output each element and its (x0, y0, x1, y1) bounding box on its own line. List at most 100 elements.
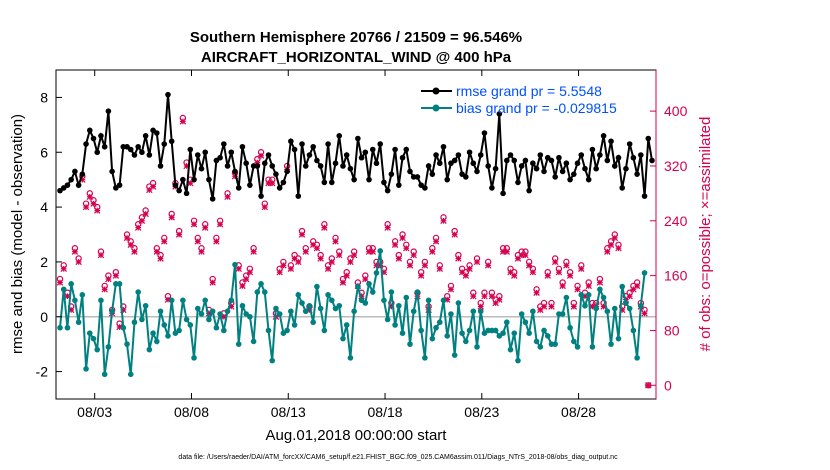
bias-point (623, 300, 629, 306)
rmse-point (172, 182, 179, 188)
bias-point (466, 327, 473, 334)
rmse-point (597, 152, 603, 158)
rmse-point (101, 143, 108, 150)
rmse-point (530, 160, 536, 167)
rmse-point (500, 190, 506, 197)
y-axis-left-ticks: -2 0 2 4 6 8 (36, 89, 62, 380)
rmse-point (600, 133, 607, 139)
obs-assimilated-point (462, 272, 470, 279)
obs-assimilated-point (269, 179, 276, 187)
bias-point (459, 330, 465, 337)
rmse-point (496, 111, 503, 117)
rmse-point (254, 163, 261, 169)
chart-title: Southern Hemisphere 20766 / 21509 = 96.5… (190, 29, 522, 46)
bias-point (265, 327, 272, 334)
rmse-point (541, 168, 547, 175)
bias-point (198, 311, 205, 317)
bias-point (369, 289, 376, 295)
x-tick-label: 08/23 (464, 404, 499, 420)
bias-point (381, 297, 387, 304)
bias-point (72, 297, 78, 304)
obs-assimilated-point (302, 248, 309, 255)
bias-point (589, 344, 596, 350)
obs-assimilated-point (123, 234, 131, 242)
obs-assimilated-point (257, 152, 265, 159)
bias-point (503, 319, 510, 326)
rmse-point (414, 174, 421, 180)
rmse-point (94, 149, 101, 156)
rmse-point (258, 193, 264, 199)
rmse-point (161, 141, 168, 147)
rmse-point (381, 179, 387, 186)
obs-assimilated-point (645, 382, 652, 389)
obs-assimilated-point (105, 275, 112, 283)
bias-point (492, 327, 499, 334)
rmse-point (645, 135, 652, 142)
obs-assimilated-point (633, 282, 641, 290)
rmse-point (209, 196, 216, 202)
rmse-point (295, 193, 302, 199)
y-left-tick-label: 4 (40, 199, 48, 215)
rmse-point (593, 165, 599, 172)
bias-point (377, 248, 384, 254)
obs-assimilated-point (261, 203, 269, 211)
bias-point (150, 330, 156, 337)
bias-point (455, 300, 462, 306)
bias-point (582, 302, 588, 309)
obs-assimilated-point (607, 241, 615, 249)
rmse-point (306, 152, 313, 158)
obs-assimilated-point (503, 248, 511, 255)
bias-point (396, 302, 402, 309)
rmse-point (127, 146, 134, 153)
obs-assimilated-point (436, 265, 443, 272)
rmse-point (444, 176, 451, 183)
rmse-point (429, 171, 436, 177)
bias-point (191, 355, 197, 361)
bias-point (124, 341, 130, 347)
obs-assimilated-point (190, 220, 198, 228)
data-file-footer: data file: /Users/raeder/DAI/ATM_forcXX/… (178, 454, 618, 461)
rmse-point (638, 152, 644, 158)
bias-point (306, 302, 313, 309)
rmse-point (585, 176, 592, 183)
rmse-point (630, 154, 637, 161)
bias-point (254, 289, 261, 295)
obs-assimilated-point (201, 224, 209, 231)
bias-point (273, 305, 279, 312)
bias-point (608, 341, 614, 347)
bias-point (451, 352, 458, 358)
obs-assimilated-point (90, 200, 97, 207)
bias-point (269, 357, 276, 364)
rmse-point (589, 146, 596, 153)
rmse-point (291, 146, 298, 153)
obs-assimilated-point (403, 244, 410, 252)
rmse-point (407, 168, 413, 175)
rmse-point (436, 160, 443, 167)
rmse-point (355, 135, 361, 142)
obs-assimilated-point (563, 262, 570, 269)
bias-point (213, 324, 220, 331)
obs-assimilated-point (496, 296, 503, 303)
legend-bias-label: bias grand pr = -0.029815 (456, 100, 617, 116)
rmse-point (72, 168, 78, 175)
bias-point (533, 338, 540, 345)
obs-assimilated-point (410, 251, 417, 259)
obs-assimilated-point (216, 220, 224, 228)
obs-assimilated-point (473, 258, 481, 266)
obs-assimilated-point (399, 234, 406, 242)
rmse-point (604, 157, 611, 164)
obs-assimilated-point (56, 279, 64, 286)
rmse-point (433, 152, 439, 158)
obs-assimilated-point (514, 255, 522, 262)
obs-assimilated-point (615, 244, 622, 252)
bias-point (165, 333, 171, 339)
bias-point (68, 281, 74, 287)
obs-assimilated-point (525, 262, 533, 269)
bias-point (436, 319, 443, 326)
legend-bias-marker (432, 104, 440, 112)
rmse-point (358, 154, 365, 161)
obs-assimilated-point (332, 238, 339, 245)
rmse-point (634, 171, 640, 177)
obs-assimilated-point (276, 268, 283, 276)
bias-point (362, 300, 369, 306)
